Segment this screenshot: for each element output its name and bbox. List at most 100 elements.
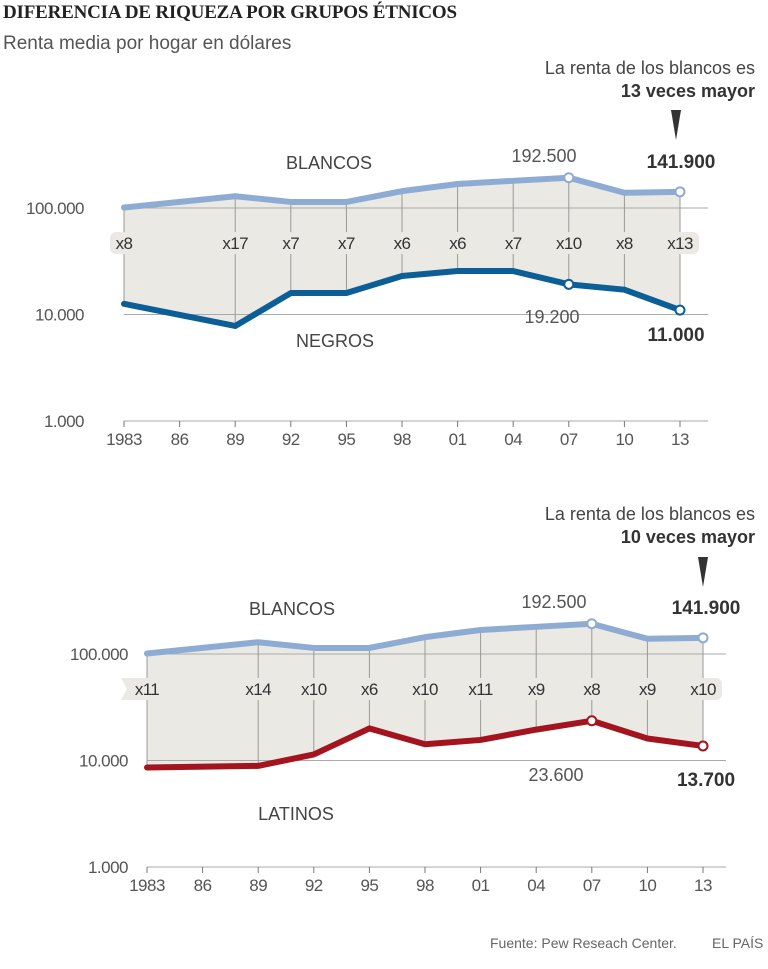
- panel1-ratio-bg: [549, 232, 588, 254]
- panel2-ratio-bg: [461, 678, 500, 700]
- panel2-ratio-bg: [684, 678, 722, 700]
- panel1-peak-label: 192.500: [511, 146, 576, 166]
- panel2-ratio-label: x11: [135, 680, 159, 699]
- panel1-x-tick-label: 04: [504, 430, 522, 449]
- panel2-point-marker-blancos: [586, 618, 598, 630]
- panel1-x-tick-label: 92: [282, 430, 300, 449]
- panel1-ratio-bg: [332, 232, 361, 254]
- panel2-ratio-bg: [239, 678, 278, 700]
- panel1-x-tick-label: 07: [560, 430, 578, 449]
- panel2-x-tick-label: 07: [583, 876, 601, 895]
- chart-title: DIFERENCIA DE RIQUEZA POR GRUPOS ÉTNICOS: [3, 2, 457, 23]
- panel1-series-line-blancos: [121, 174, 683, 211]
- panel1-last-value-bottom: 11.000: [647, 325, 704, 346]
- panel1-last-value-top: 141.900: [647, 152, 716, 173]
- panel2-ratio-label: x14: [245, 680, 271, 699]
- panel1-ratio-label: x10: [556, 234, 582, 253]
- panel2-ratio-bg: [633, 678, 662, 700]
- panel1-ratio-label: x8: [116, 234, 133, 253]
- panel1-series-name-bottom: NEGROS: [296, 331, 374, 351]
- panel1-peak-label-bottom: 19.200: [524, 307, 579, 327]
- panel2-ratio-label: x9: [528, 680, 545, 699]
- panel2-ratio-label: x8: [583, 680, 600, 699]
- panel2-x-tick-label: 89: [249, 876, 267, 895]
- panel2-last-value-top: 141.900: [672, 598, 741, 619]
- panel2-point-marker-latinos: [697, 740, 709, 752]
- panel1-ratio-label: x6: [449, 234, 466, 253]
- panel2-callout-arrow-icon: [698, 557, 708, 587]
- panel2-ratio-bg: [577, 678, 606, 700]
- panel2-ratio-label: x9: [639, 680, 656, 699]
- panel1-x-tick-label: 95: [337, 430, 355, 449]
- panel1-x-tick-label: 98: [393, 430, 411, 449]
- panel1-ratio-label: x13: [667, 234, 693, 253]
- panel1-point-marker-blancos: [674, 186, 686, 198]
- panel1-ratio-bg: [276, 232, 305, 254]
- panel1-ratio-label: x7: [505, 234, 522, 253]
- chart-subtitle: Renta media por hogar en dólares: [3, 33, 292, 54]
- panel1-point-marker-negros: [674, 304, 686, 316]
- panel2-ratio-bg: [294, 678, 333, 700]
- panel2-ratio-label: x11: [468, 680, 492, 699]
- panel1-x-tick-label: 13: [671, 430, 689, 449]
- panel2-peak-label-bottom: 23.600: [528, 765, 583, 785]
- brand-label: EL PAÍS: [712, 935, 764, 951]
- panel1-ratio-bg: [388, 232, 416, 254]
- panel1-series-line-negros: [121, 268, 683, 329]
- panel1-ratio-bg: [216, 232, 255, 254]
- panel1-ratio-bg: [661, 232, 699, 254]
- panel1-callout-text: La renta de los blancos es: [545, 58, 755, 78]
- panel2-x-tick-label: 1983: [129, 876, 165, 895]
- panel2-series-line-latinos: [144, 717, 706, 771]
- panel1-ratio-bg: [110, 232, 138, 254]
- source-note: Fuente: Pew Reseach Center.: [490, 935, 677, 951]
- panel2-ratio-flag: [121, 678, 165, 700]
- panel2-x-tick-label: 95: [360, 876, 378, 895]
- panel2-x-tick-label: 86: [194, 876, 212, 895]
- panel1-ratio-label: x7: [282, 234, 299, 253]
- panel1-y-tick-label: 1.000: [44, 412, 84, 431]
- panel2-last-value-bottom: 13.700: [677, 770, 735, 791]
- panel2-series-name-top: BLANCOS: [249, 599, 335, 619]
- panel2-x-tick-label: 92: [305, 876, 323, 895]
- panel2-point-marker-blancos: [697, 632, 709, 644]
- panel2-series-line-blancos: [144, 620, 706, 657]
- panel2-ratio-label: x10: [690, 680, 716, 699]
- panel1-x-tick-label: 1983: [106, 430, 142, 449]
- panel2-ratio-label: x10: [412, 680, 438, 699]
- panel1-x-tick-label: 89: [226, 430, 244, 449]
- panel1-x-tick-label: 01: [449, 430, 467, 449]
- panel2-ratio-label: x6: [361, 680, 378, 699]
- panel2-x-tick-label: 98: [416, 876, 434, 895]
- panel2-x-tick-label: 01: [472, 876, 490, 895]
- panel1-ratio-bg: [499, 232, 528, 254]
- panel1-ratio-label: x7: [338, 234, 355, 253]
- panel1-ratio-label: x8: [616, 234, 633, 253]
- panel1-point-marker-blancos: [563, 172, 575, 184]
- panel1-ratio-bg: [610, 232, 639, 254]
- panel2-ratio-bg: [355, 678, 384, 700]
- panel1-ratio-label: x17: [222, 234, 248, 253]
- panel1-point-marker-negros: [563, 278, 575, 290]
- panel2-ratio-bg: [522, 678, 551, 700]
- panel2-y-tick-label: 100.000: [70, 645, 128, 664]
- panel1-y-tick-label: 100.000: [26, 199, 84, 218]
- panel2-callout-text: La renta de los blancos es: [545, 504, 755, 524]
- panel1-x-tick-label: 86: [171, 430, 189, 449]
- panel1-callout-emphasis: 13 veces mayor: [621, 81, 755, 101]
- panel2-x-tick-label: 10: [638, 876, 656, 895]
- panel1-series-name-top: BLANCOS: [286, 153, 372, 173]
- panel2-y-tick-label: 1.000: [88, 858, 128, 877]
- panel2-y-tick-label: 10.000: [79, 752, 128, 771]
- panel2-x-tick-label: 04: [527, 876, 545, 895]
- panel2-ratio-label: x10: [301, 680, 327, 699]
- panel2-series-name-bottom: LATINOS: [258, 804, 334, 824]
- panel2-point-marker-latinos: [586, 715, 598, 727]
- panel2-x-tick-label: 13: [694, 876, 712, 895]
- panel2-callout-emphasis: 10 veces mayor: [621, 527, 755, 547]
- panel1-x-tick-label: 10: [615, 430, 633, 449]
- panel1-callout-arrow-icon: [671, 110, 681, 140]
- panel2-peak-label: 192.500: [521, 592, 586, 612]
- panel1-y-tick-label: 10.000: [35, 306, 84, 325]
